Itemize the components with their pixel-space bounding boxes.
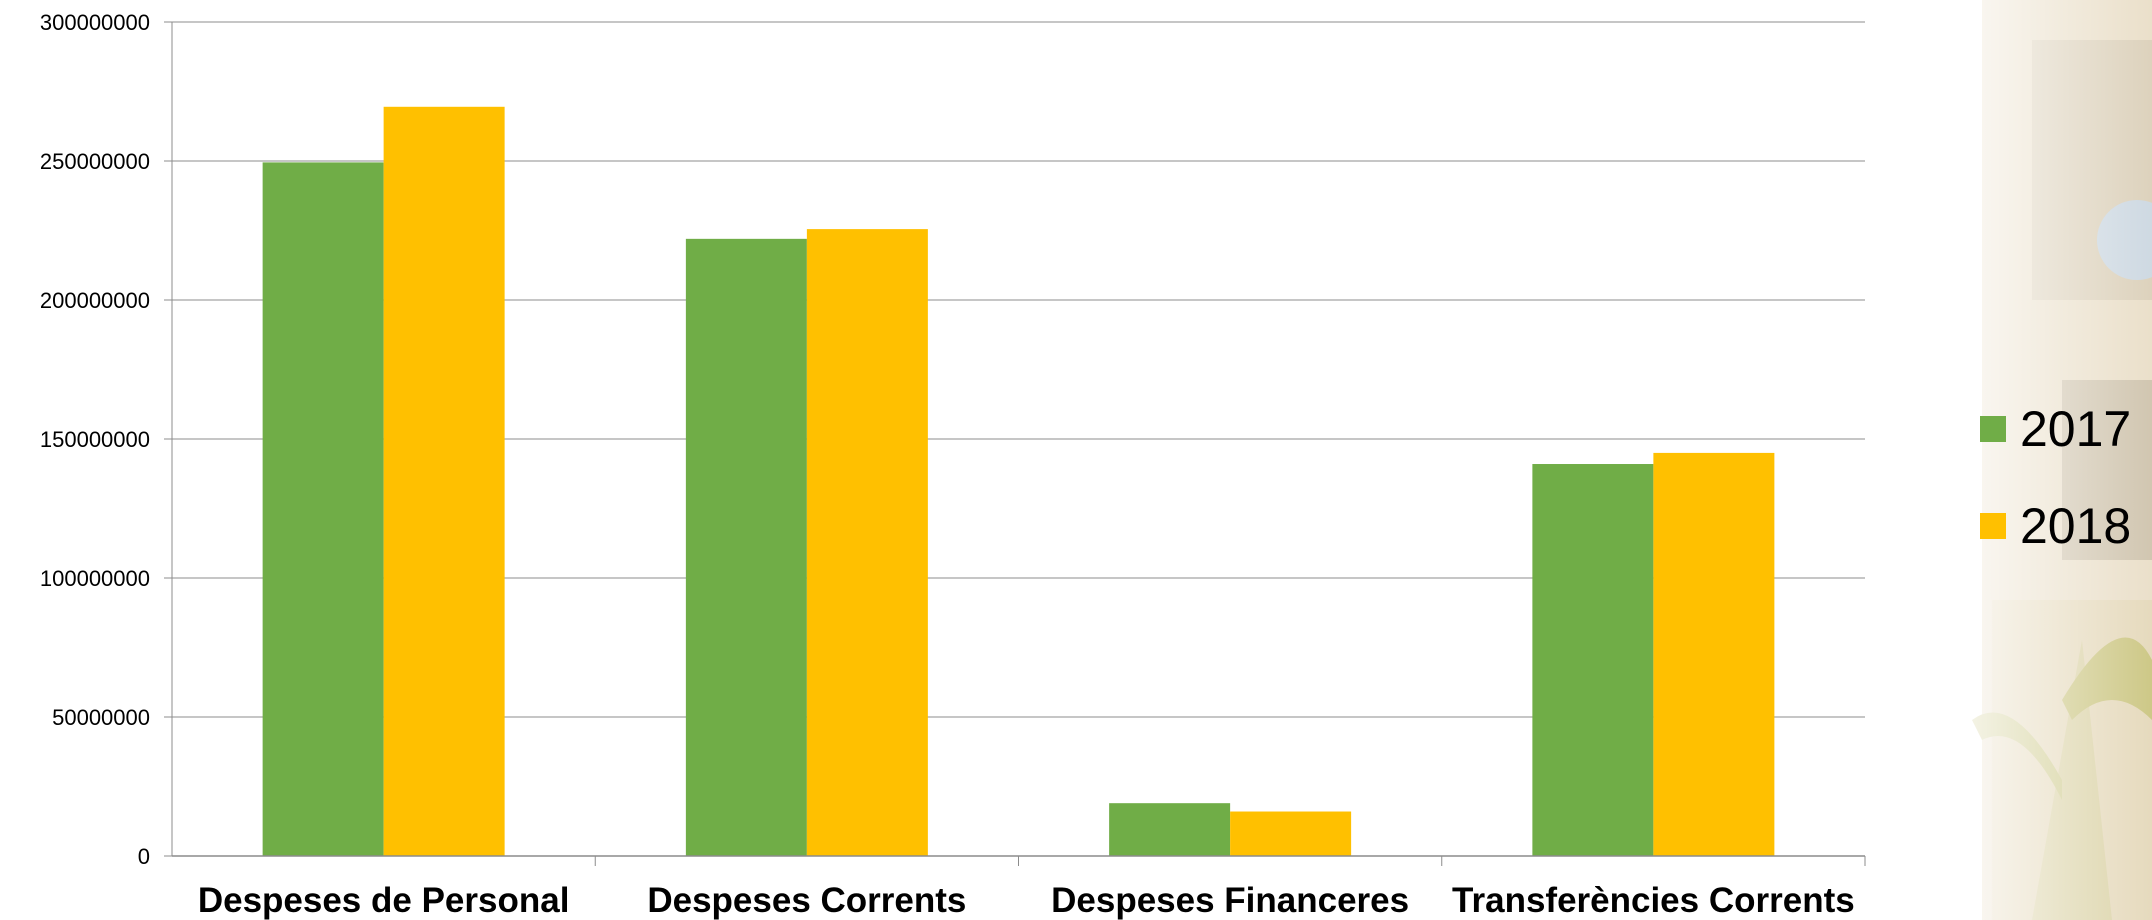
y-axis: 0 50000000 100000000 150000000 200000000 2500…: [40, 10, 173, 869]
x-category-label: Despeses de Personal: [198, 881, 570, 920]
bar-2018-3: [1230, 811, 1352, 856]
x-axis: Despeses de Personal Despeses Corrents Des…: [172, 855, 1866, 920]
y-tick-label: 0: [138, 844, 150, 869]
bar-2018-1: [383, 106, 505, 857]
background-building-image: [1912, 0, 2152, 920]
bar-2017-1: [262, 162, 384, 856]
legend-swatch-2017: [1980, 416, 2006, 442]
y-tick-label: 250000000: [40, 149, 150, 174]
bar-2018-2: [806, 229, 928, 857]
x-category-label: Despeses Financeres: [1051, 881, 1409, 920]
y-tick-label: 300000000: [40, 10, 150, 35]
y-tick-label: 50000000: [52, 705, 150, 730]
bar-2017-4: [1532, 464, 1654, 856]
legend: 2017 2018: [1980, 401, 2131, 554]
x-category-label: Transferències Corrents: [1452, 881, 1855, 920]
y-tick-label: 100000000: [40, 566, 150, 591]
legend-swatch-2018: [1980, 513, 2006, 539]
x-category-label: Despeses Corrents: [647, 881, 966, 920]
legend-label-2017: 2017: [2020, 401, 2131, 457]
y-tick-label: 150000000: [40, 427, 150, 452]
legend-label-2018: 2018: [2020, 498, 2131, 554]
y-tick-label: 200000000: [40, 288, 150, 313]
bar-2017-3: [1109, 803, 1231, 856]
bar-2017-2: [685, 238, 807, 857]
bar-2018-4: [1653, 452, 1775, 856]
bars: [262, 106, 1775, 857]
